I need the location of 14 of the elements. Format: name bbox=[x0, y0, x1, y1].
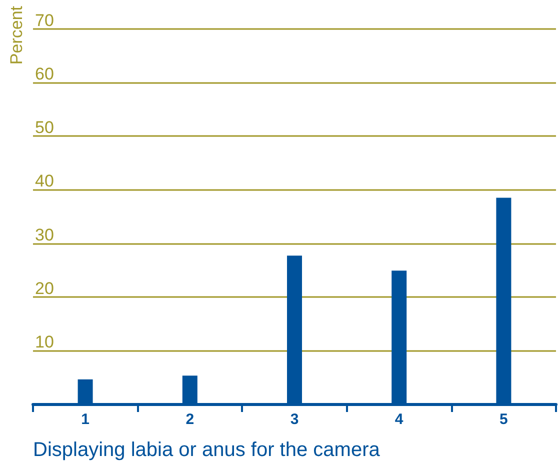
x-tick-label: 1 bbox=[81, 411, 90, 428]
x-tick-label: 3 bbox=[290, 411, 299, 428]
y-tick-label: 70 bbox=[35, 11, 54, 30]
y-tick-label: 60 bbox=[35, 64, 54, 84]
x-axis-title: Displaying labia or anus for the camera bbox=[33, 439, 381, 461]
y-tick-label: 20 bbox=[35, 278, 54, 298]
y-tick-label: 10 bbox=[35, 332, 54, 352]
x-tick-label: 4 bbox=[394, 411, 404, 428]
x-tick-label: 5 bbox=[500, 411, 508, 428]
y-tick-label: 30 bbox=[35, 225, 54, 244]
y-tick-label: 40 bbox=[35, 172, 54, 191]
y-axis-title: Percent bbox=[7, 6, 26, 65]
x-tick-label: 2 bbox=[186, 411, 194, 428]
y-tick-label: 50 bbox=[35, 118, 54, 138]
